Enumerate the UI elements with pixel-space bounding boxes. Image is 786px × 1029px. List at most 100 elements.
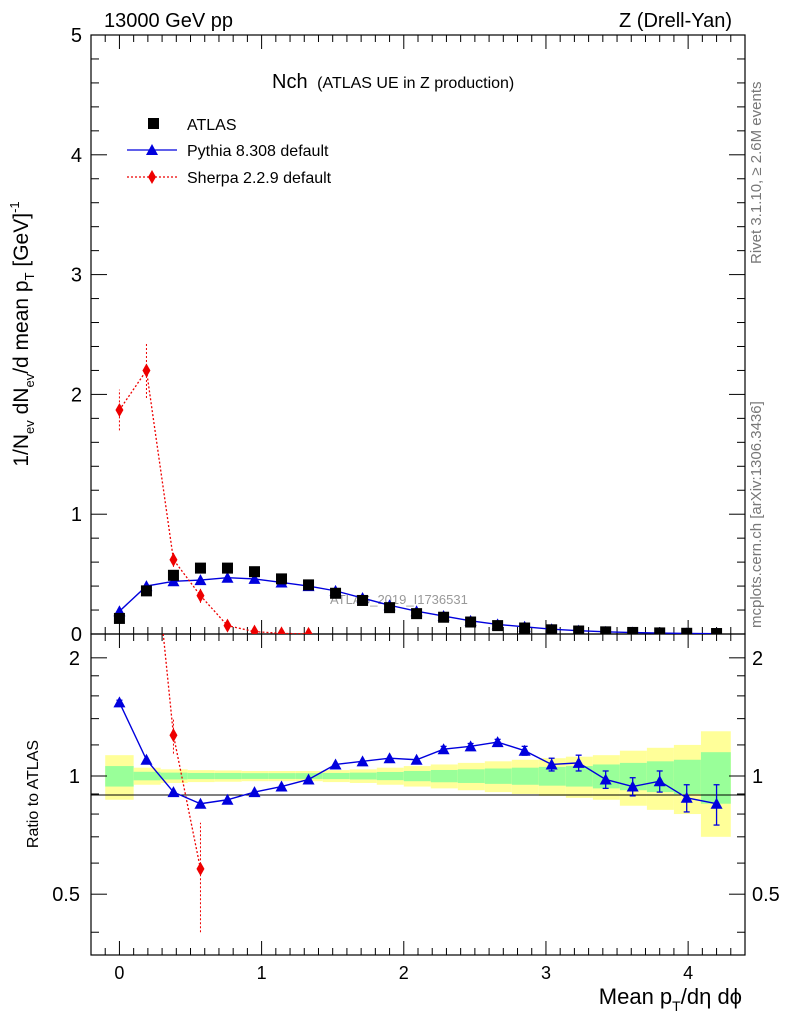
rivet-version-label: Rivet 3.1.10, ≥ 2.6M events	[748, 82, 765, 265]
ratio-y-tick-label-right: 2	[752, 648, 763, 670]
main-y-axis-title: 1/Nev dNev/d mean pT [GeV]-1	[7, 201, 37, 466]
band-inner-segment	[484, 768, 512, 784]
atlas-point	[411, 608, 423, 620]
x-axis-title: Mean pT/dη dϕ	[599, 984, 742, 1014]
ratio-pythia-point	[194, 797, 207, 809]
atlas-point	[357, 594, 369, 606]
ratio-pythia-point	[113, 696, 126, 708]
band-inner-segment	[349, 772, 377, 780]
ratio-y-tick-label: 2	[69, 648, 80, 670]
ratio-uncertainty-band	[105, 731, 731, 837]
legend-sherpa-label: Sherpa 2.2.9 default	[187, 170, 332, 187]
ratio-pythia-point	[248, 786, 261, 798]
pythia-point	[248, 572, 261, 584]
atlas-point	[654, 627, 666, 634]
ratio-pythia-point	[572, 756, 585, 768]
atlas-point	[546, 624, 558, 634]
ratio-pythia-point	[356, 755, 369, 767]
legend-pythia-marker	[146, 144, 158, 155]
pythia-point	[221, 571, 234, 583]
atlas-point	[711, 628, 723, 634]
ratio-y-tick-label: 0.5	[52, 884, 80, 906]
atlas-point	[600, 626, 612, 634]
main-y-tick-label: 0	[71, 624, 82, 646]
header-left-label: 13000 GeV pp	[104, 10, 233, 32]
band-inner-segment	[565, 766, 593, 787]
ratio-sherpa-line	[162, 634, 202, 870]
mcplots-label: mcplots.cern.ch [arXiv:1306.3436]	[748, 401, 765, 628]
band-inner-segment	[673, 759, 701, 794]
band-inner-segment	[105, 766, 134, 787]
band-inner-segment	[160, 772, 188, 780]
x-tick-label: 1	[257, 963, 267, 983]
ratio-y-axis-title: Ratio to ATLAS	[25, 740, 42, 848]
atlas-point	[303, 579, 315, 591]
atlas-point	[140, 585, 152, 597]
sherpa-line	[118, 368, 309, 634]
main-data-layer	[113, 342, 723, 634]
atlas-point	[221, 562, 233, 574]
band-inner-segment	[403, 770, 431, 782]
ratio-y-tick-label-right: 0.5	[752, 884, 780, 906]
atlas-point	[519, 622, 531, 634]
ratio-pythia-point	[140, 753, 153, 765]
ratio-pythia-point	[302, 773, 315, 785]
sherpa-point	[169, 552, 178, 567]
sherpa-point	[142, 363, 151, 378]
ratio-pythia-point	[464, 740, 477, 752]
x-tick-label: 4	[683, 963, 693, 983]
atlas-point	[627, 626, 639, 634]
ratio-pythia-point	[383, 752, 396, 764]
header-right-label: Z (Drell-Yan)	[619, 10, 732, 32]
main-y-tick-label: 2	[71, 384, 82, 406]
ratio-sherpa-point	[142, 461, 150, 475]
atlas-point	[384, 602, 396, 614]
band-inner-segment	[457, 769, 485, 783]
axis-ticks: 0 1 2 3 4 0 1 2 3 4 5 0.5 0.5 1 1 2 2	[52, 25, 780, 983]
atlas-point	[330, 587, 342, 599]
atlas-point	[573, 625, 585, 634]
x-tick-label: 2	[399, 963, 409, 983]
ratio-data-layer	[113, 314, 723, 933]
band-inner-segment	[538, 766, 566, 786]
main-y-tick-label: 5	[71, 25, 82, 47]
band-inner-segment	[241, 773, 269, 779]
legend-atlas-marker	[148, 118, 159, 129]
band-inner-segment	[511, 767, 539, 785]
ratio-pythia-point	[275, 780, 288, 792]
ratio-sherpa-point	[196, 861, 205, 876]
main-y-tick-label: 1	[71, 504, 82, 526]
ratio-pythia-point	[710, 797, 723, 809]
atlas-point	[276, 573, 288, 585]
sherpa-point	[250, 624, 259, 634]
atlas-point	[465, 616, 477, 628]
ratio-sherpa-point	[115, 314, 123, 328]
ratio-pythia-point	[626, 780, 639, 792]
sherpa-point	[196, 588, 205, 603]
atlas-point	[167, 569, 179, 581]
ratio-pythia-point	[653, 775, 666, 787]
plot-title-sub: (ATLAS UE in Z production)	[317, 75, 514, 92]
ratio-pythia-point	[329, 758, 342, 770]
atlas-point	[492, 620, 504, 632]
ratio-pythia-point	[518, 744, 531, 756]
ratio-pythia-point	[680, 791, 693, 803]
ratio-pythia-point	[545, 758, 558, 770]
atlas-point	[113, 612, 125, 624]
x-tick-label: 0	[114, 963, 124, 983]
band-inner-segment	[322, 772, 350, 780]
ratio-y-tick-label-right: 1	[752, 766, 763, 788]
legend: ATLAS Pythia 8.308 default Sherpa 2.2.9 …	[127, 117, 332, 187]
ratio-pythia-point	[491, 736, 504, 748]
pythia-point	[194, 574, 207, 586]
main-y-tick-label: 4	[71, 145, 82, 167]
plot-title: Nch (ATLAS UE in Z production)	[272, 71, 514, 93]
sherpa-point	[304, 626, 313, 634]
ratio-sherpa-point	[169, 728, 178, 743]
ratio-pythia-point	[410, 753, 423, 765]
band-inner-segment	[187, 772, 215, 780]
main-y-tick-label: 3	[71, 265, 82, 287]
sherpa-point	[223, 618, 232, 633]
band-inner-segment	[214, 772, 242, 780]
